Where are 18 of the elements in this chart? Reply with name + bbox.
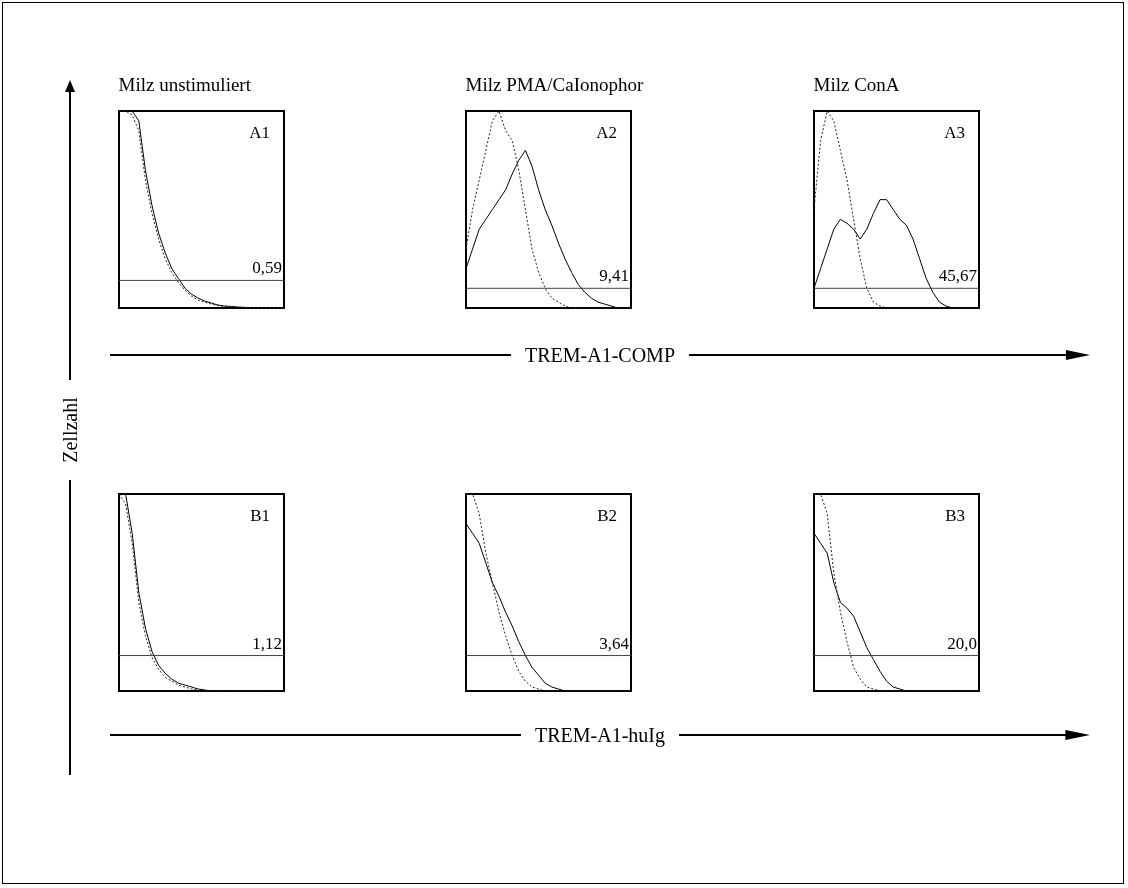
chart-title: Milz ConA	[813, 73, 900, 95]
annotation: 3,64	[599, 633, 630, 653]
chart-title: Milz unstimuliert	[118, 73, 252, 95]
y-axis-title: Zellzahl	[58, 397, 82, 463]
annotation: 9,41	[599, 266, 629, 286]
annotation: 45,67	[938, 266, 978, 286]
annotation: B1	[250, 506, 270, 525]
annotation: A1	[249, 123, 270, 142]
annotation: B2	[597, 506, 617, 525]
annotation: A3	[944, 123, 965, 142]
annotation: 20,0	[947, 633, 977, 653]
annotation: A2	[596, 123, 617, 142]
annotation: B3	[945, 506, 965, 525]
annotation: 1,12	[252, 633, 282, 653]
annotation: 0,59	[252, 258, 282, 278]
chart-title: Milz PMA/CaIonophor	[465, 73, 645, 95]
x-axis-title: TREM-A1-COMP	[524, 343, 676, 367]
x-axis-title: TREM-A1-huIg	[534, 723, 666, 747]
